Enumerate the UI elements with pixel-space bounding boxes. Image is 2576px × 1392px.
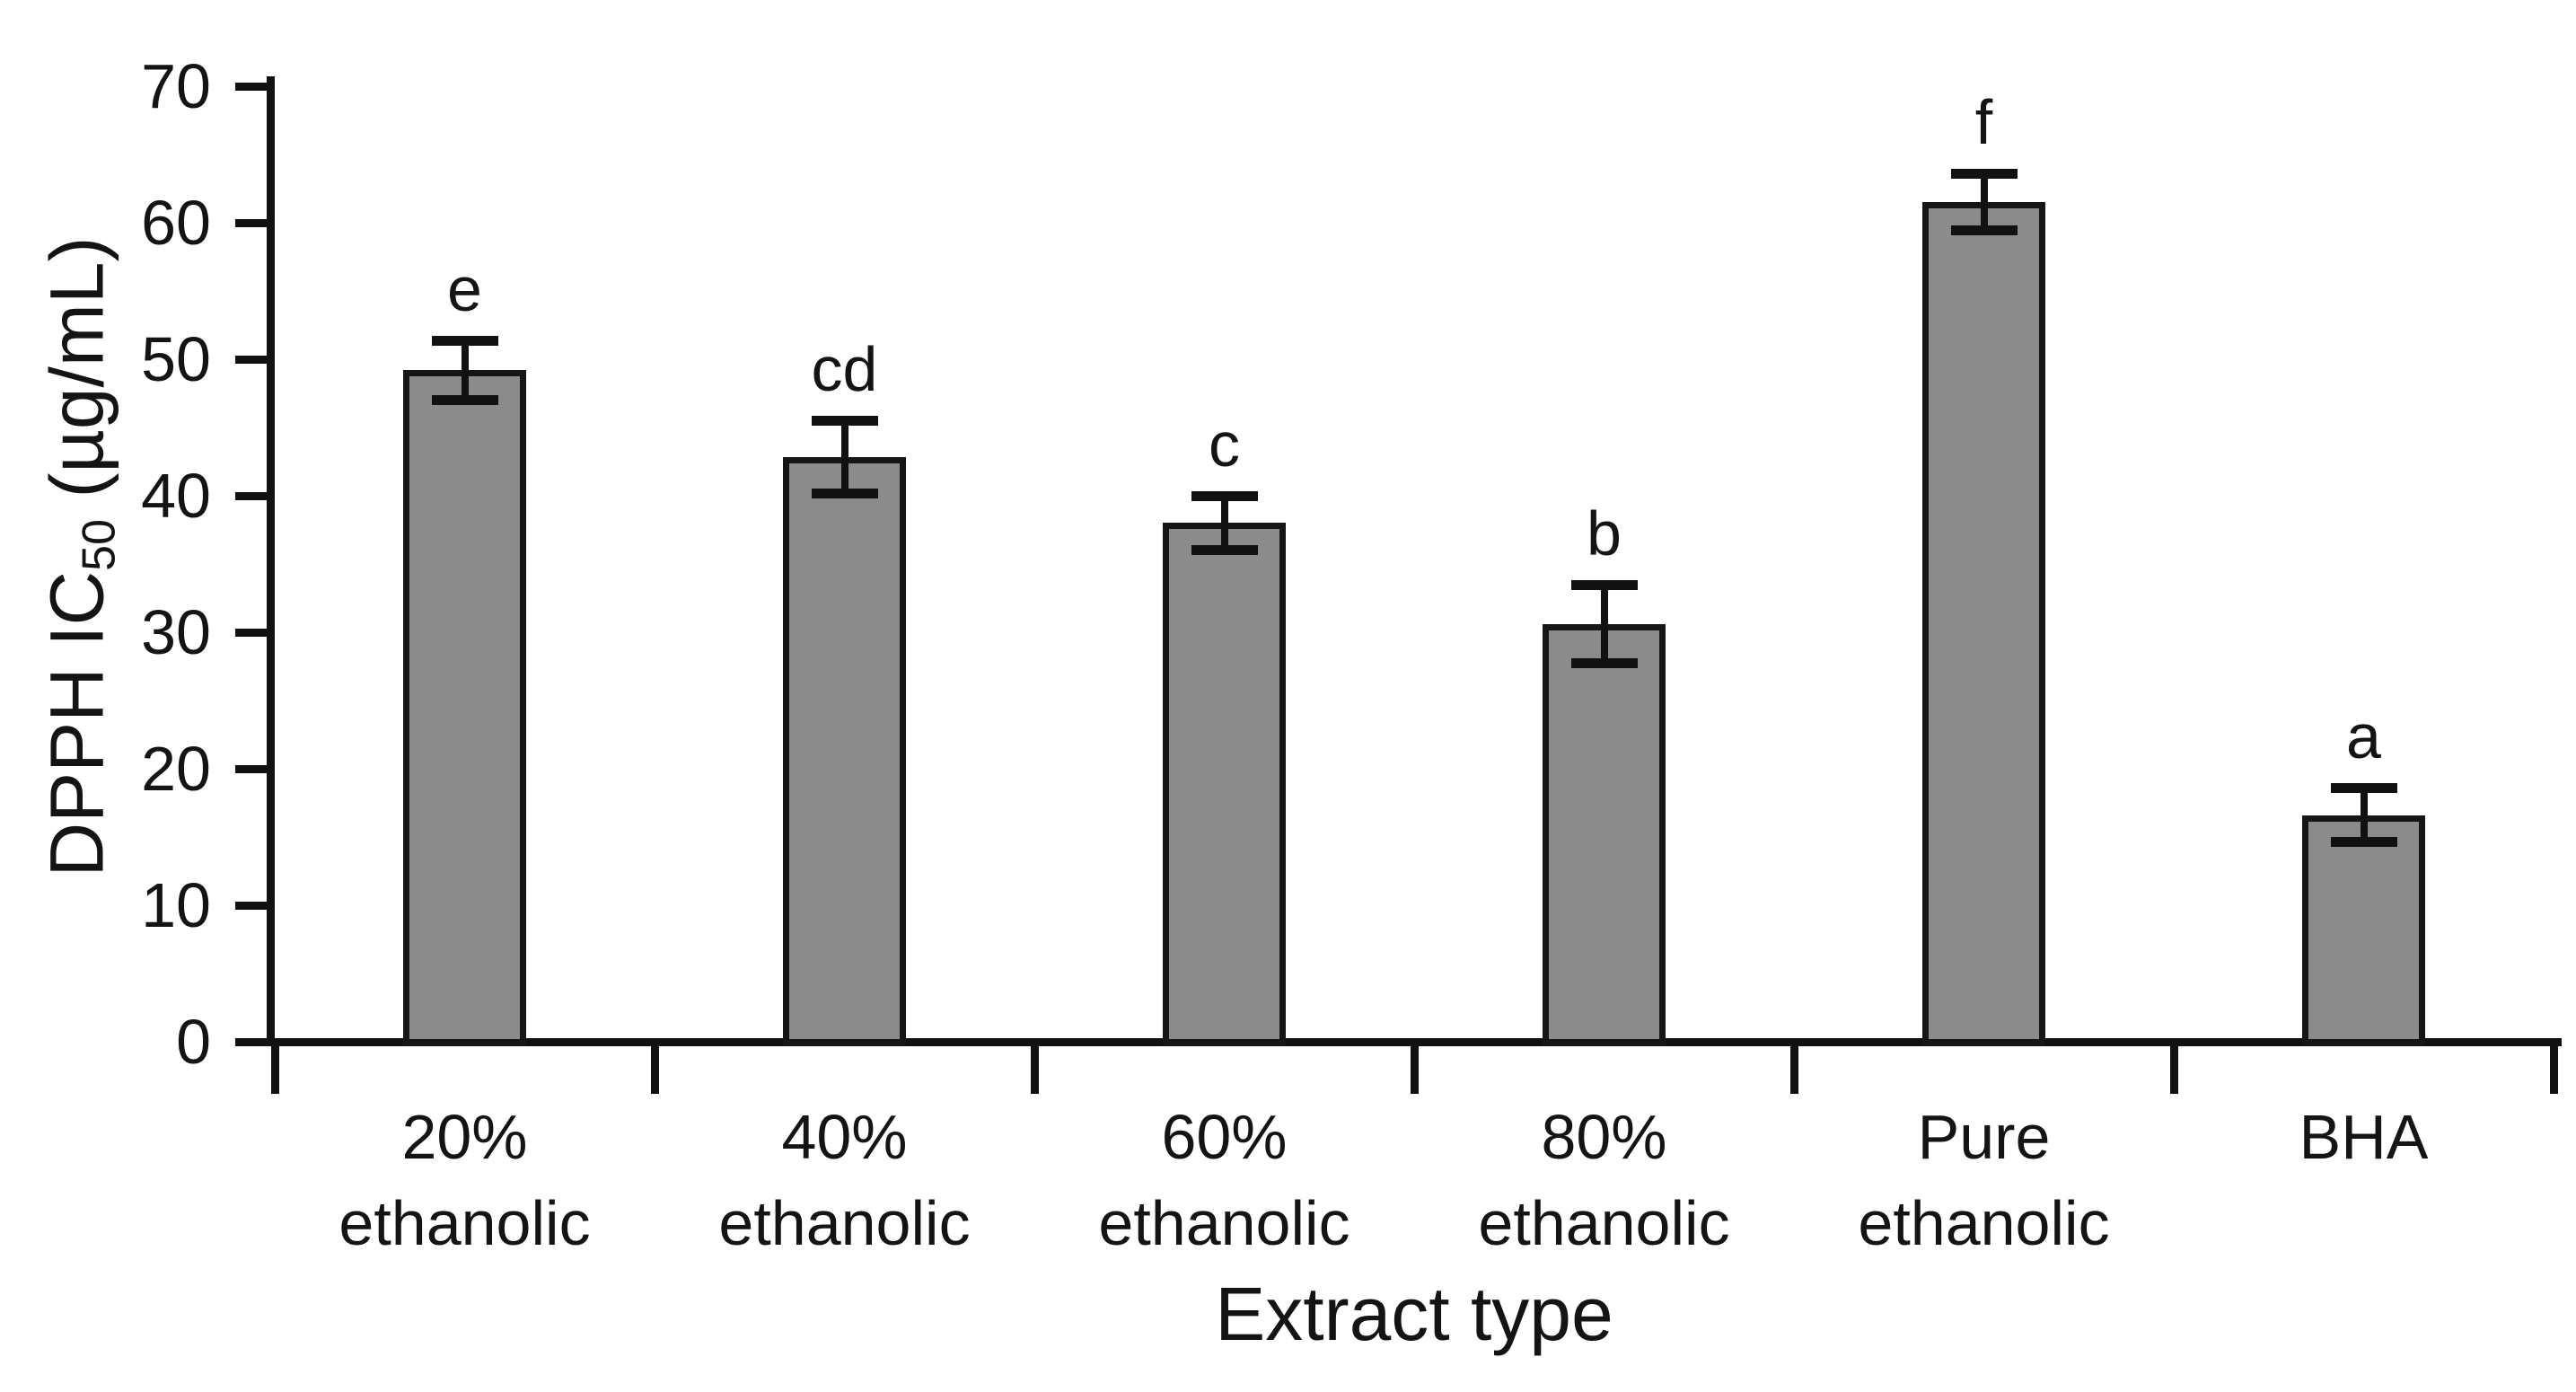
- error-bar-cap-top: [431, 335, 498, 346]
- x-axis-tick: [1411, 1042, 1419, 1094]
- category-label-line: 20%: [401, 1102, 528, 1172]
- category-label-line: ethanolic: [338, 1188, 591, 1258]
- category-label-line: 60%: [1161, 1102, 1288, 1172]
- x-axis-title: Extract type: [1215, 1272, 1613, 1356]
- error-bar-cap-bottom: [2330, 837, 2397, 848]
- y-axis-tick-label: 40: [141, 461, 211, 531]
- bar: [403, 370, 526, 1045]
- x-axis-tick: [651, 1042, 659, 1094]
- y-axis-tick: [235, 219, 275, 227]
- y-axis-tick: [235, 356, 275, 364]
- error-bar-line: [1600, 584, 1608, 664]
- y-axis-tick-label: 10: [141, 870, 211, 940]
- category-label: 80% ethanolic: [1414, 1094, 1794, 1266]
- y-axis-tick: [235, 83, 275, 91]
- y-axis-tick: [235, 902, 275, 910]
- error-bar-line: [840, 420, 848, 495]
- category-label-line: ethanolic: [1098, 1188, 1350, 1258]
- category-label-line: ethanolic: [718, 1188, 971, 1258]
- error-bar-cap-top: [1570, 579, 1638, 590]
- y-axis-line: [267, 76, 275, 1046]
- error-bar-cap-bottom: [811, 489, 878, 499]
- category-label-line: 80%: [1541, 1102, 1667, 1172]
- significance-letter: a: [2346, 701, 2381, 772]
- y-axis-tick: [235, 629, 275, 637]
- error-bar-cap-bottom: [1950, 225, 2018, 236]
- error-bar-line: [1220, 496, 1228, 551]
- bar: [1543, 623, 1666, 1045]
- significance-letter: f: [1974, 87, 1993, 158]
- category-label: 40% ethanolic: [655, 1094, 1034, 1266]
- y-axis-tick: [235, 1038, 275, 1046]
- error-bar-line: [2360, 788, 2368, 843]
- bar: [1163, 523, 1286, 1045]
- category-label: 60% ethanolic: [1034, 1094, 1414, 1266]
- y-axis-tick: [235, 765, 275, 773]
- category-label-line: 40%: [781, 1102, 908, 1172]
- error-bar-cap-bottom: [1191, 544, 1258, 555]
- error-bar-cap-top: [1191, 491, 1258, 501]
- error-bar-line: [1980, 173, 1988, 232]
- significance-letter: cd: [811, 334, 878, 405]
- significance-letter: b: [1587, 498, 1622, 568]
- bar: [783, 457, 906, 1045]
- error-bar-cap-top: [1950, 169, 2018, 180]
- category-label-line: Pure: [1917, 1102, 2051, 1172]
- significance-letter: c: [1209, 410, 1240, 480]
- x-axis-tick: [1790, 1042, 1798, 1094]
- x-axis-tick: [271, 1042, 279, 1094]
- y-axis-tick-label: 70: [141, 51, 211, 121]
- y-axis-tick-label: 60: [141, 188, 211, 258]
- significance-letter: e: [447, 253, 482, 324]
- y-axis-tick-label: 20: [141, 734, 211, 804]
- y-axis-tick-label: 0: [176, 1007, 211, 1077]
- x-axis-tick: [2170, 1042, 2178, 1094]
- y-axis-tick: [235, 492, 275, 500]
- category-label-line: BHA: [2299, 1102, 2429, 1172]
- category-label: BHA: [2174, 1094, 2554, 1180]
- error-bar-cap-top: [2330, 783, 2397, 794]
- bar: [1922, 202, 2045, 1045]
- error-bar-line: [461, 339, 469, 401]
- x-axis-tick: [2550, 1042, 2558, 1094]
- category-label-line: ethanolic: [1858, 1188, 2110, 1258]
- category-label: Pure ethanolic: [1794, 1094, 2174, 1266]
- x-axis-tick: [1031, 1042, 1039, 1094]
- y-axis-tick-label: 50: [141, 324, 211, 394]
- category-label-line: ethanolic: [1478, 1188, 1730, 1258]
- category-label: 20% ethanolic: [275, 1094, 655, 1266]
- bar: [2302, 815, 2425, 1045]
- error-bar-cap-bottom: [431, 394, 498, 405]
- error-bar-cap-bottom: [1570, 657, 1638, 668]
- y-axis-tick-label: 30: [141, 597, 211, 667]
- error-bar-cap-top: [811, 416, 878, 427]
